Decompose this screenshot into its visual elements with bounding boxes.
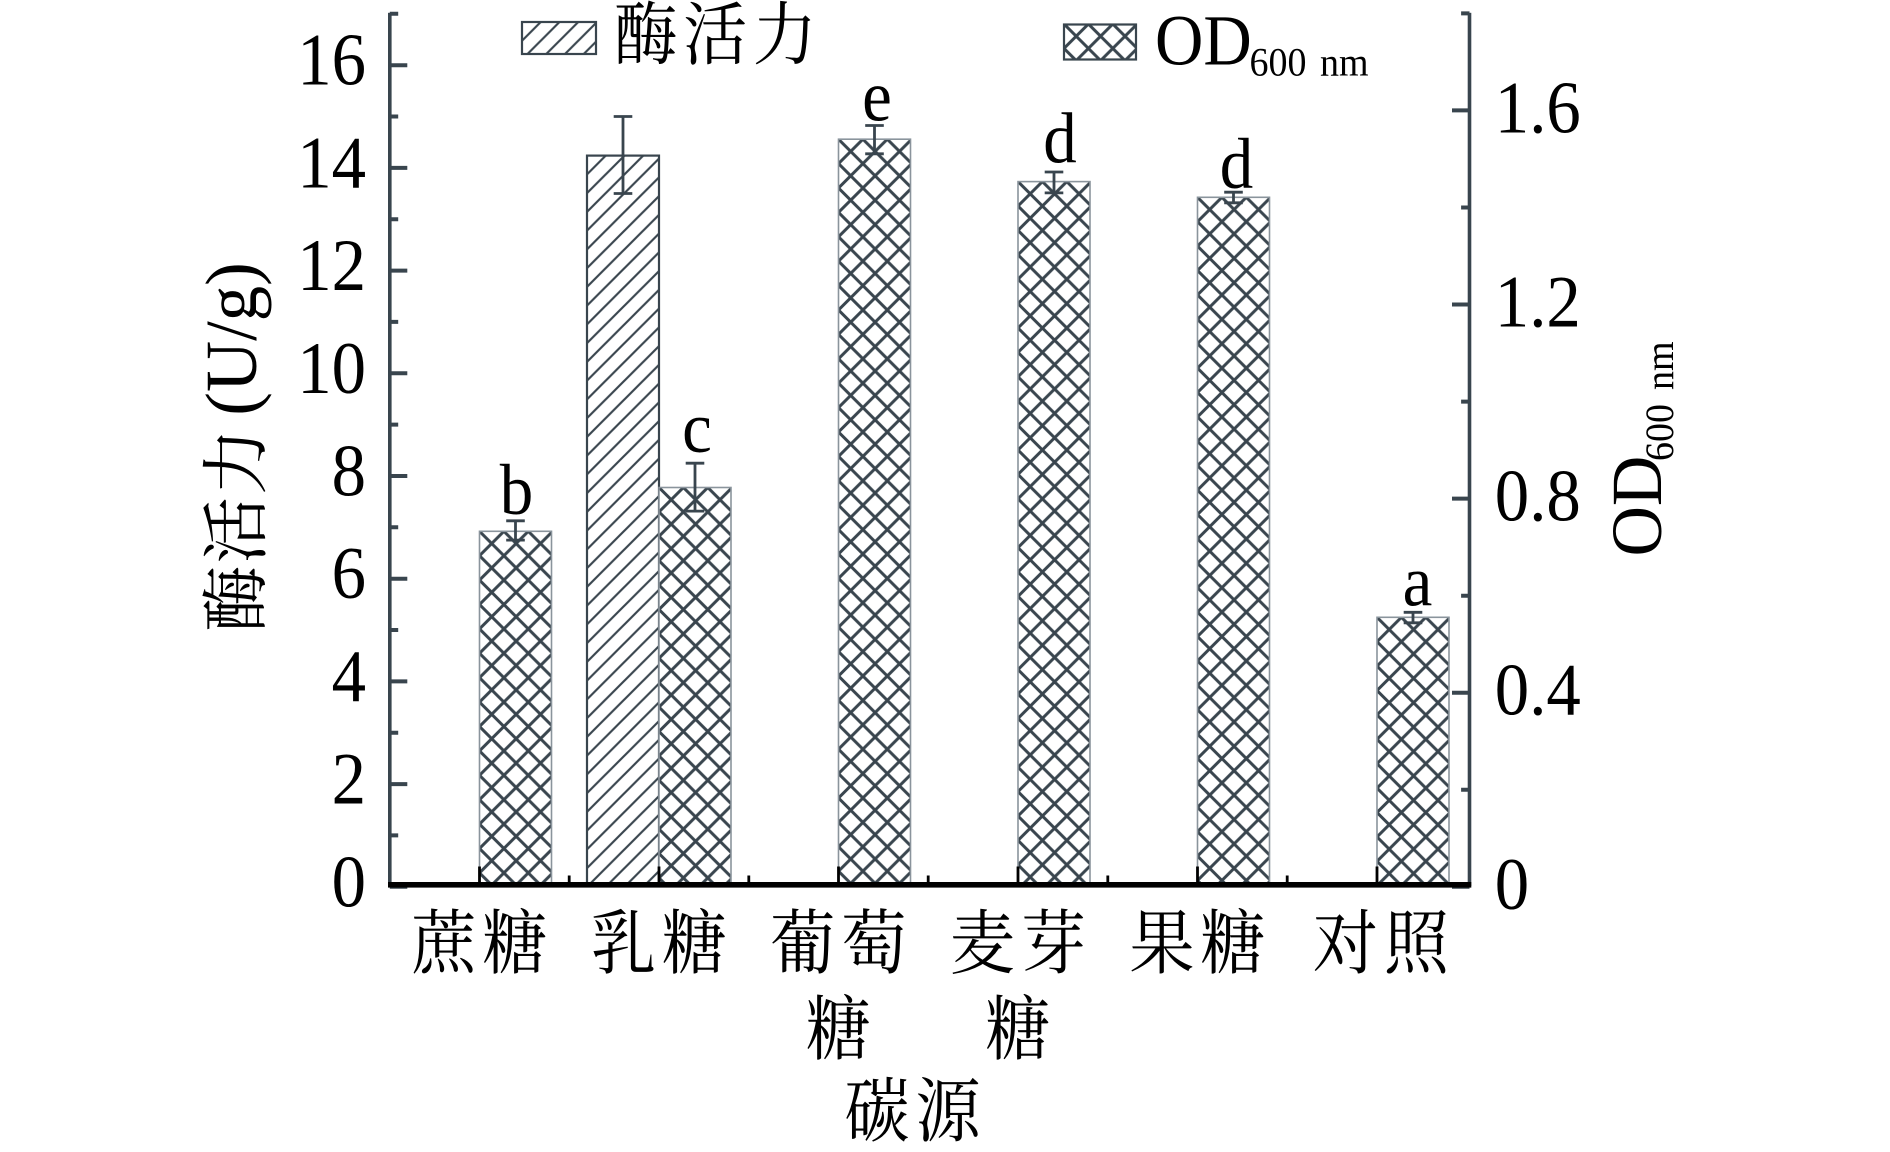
svg-text:0: 0 [332,841,366,923]
svg-text:0: 0 [1495,844,1529,926]
svg-text:OD: OD [1598,456,1677,557]
svg-text:b: b [500,451,533,531]
svg-text:0.8: 0.8 [1495,455,1581,537]
svg-text:6: 6 [332,533,366,615]
svg-text:e: e [862,57,892,137]
svg-text:OD: OD [1155,1,1252,81]
svg-text:4: 4 [332,636,366,718]
svg-text:14: 14 [297,122,366,204]
svg-text:nm: nm [1320,41,1369,85]
svg-text:d: d [1220,125,1253,205]
svg-text:8: 8 [332,430,366,512]
svg-text:d: d [1043,99,1076,179]
svg-text:a: a [1403,542,1433,622]
svg-text:12: 12 [297,225,366,307]
svg-text:2: 2 [332,738,366,820]
svg-text:1.6: 1.6 [1495,67,1581,149]
svg-text:10: 10 [297,328,366,410]
svg-text:600: 600 [1638,404,1682,461]
svg-text:16: 16 [297,19,366,101]
svg-text:0.4: 0.4 [1495,649,1581,731]
svg-text:nm: nm [1638,341,1682,390]
svg-text:600: 600 [1250,41,1307,85]
svg-text:1.2: 1.2 [1495,261,1581,343]
svg-text:(U/g): (U/g) [191,262,272,415]
svg-text:c: c [682,389,712,469]
